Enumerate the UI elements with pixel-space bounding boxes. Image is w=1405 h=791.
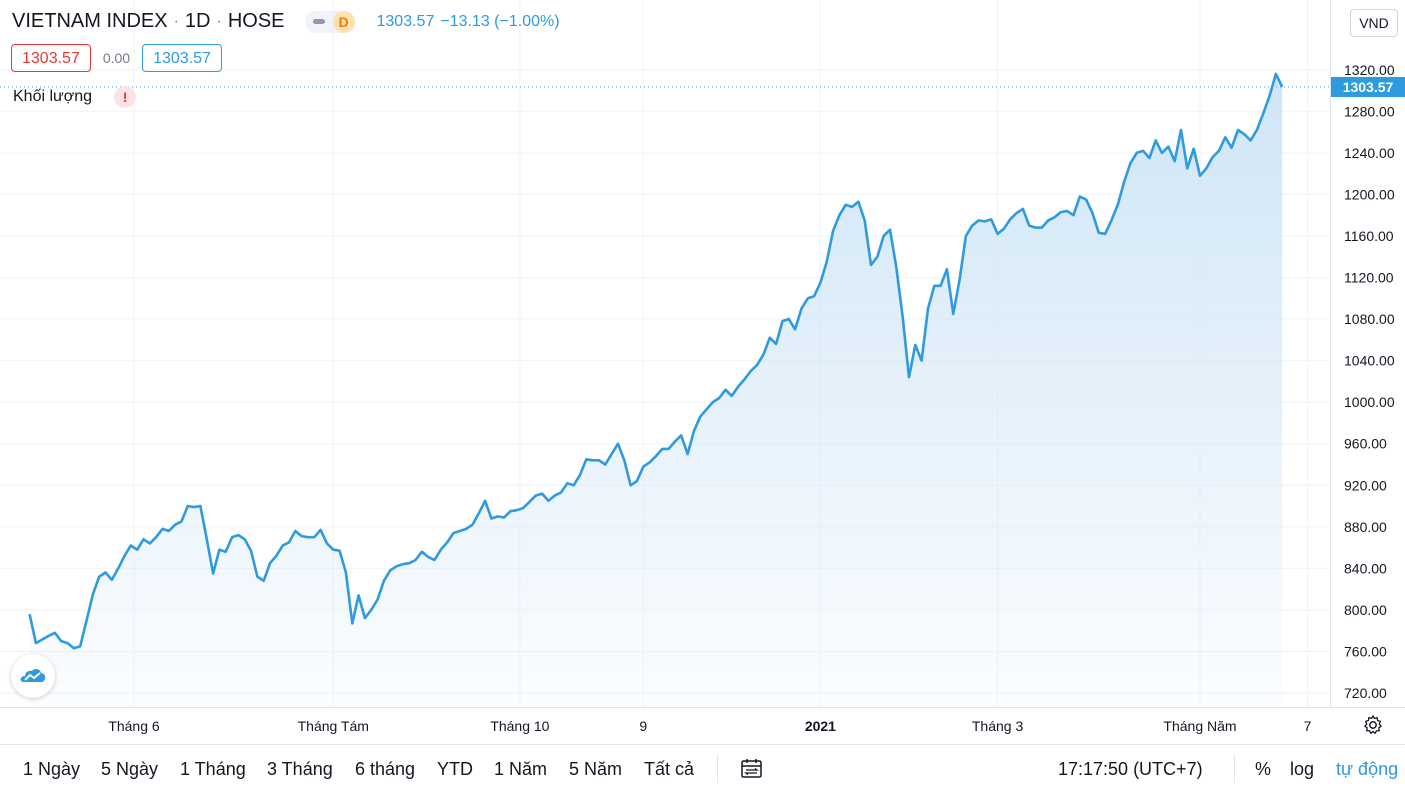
x-tick-label: 2021 bbox=[805, 718, 836, 734]
price-axis[interactable]: 720.00 760.00 800.00 840.00 880.00 920.00 960.… bbox=[1344, 62, 1395, 701]
y-tick-label: 1200.00 bbox=[1344, 186, 1395, 202]
last-price-label: 1303.57 bbox=[1331, 76, 1405, 97]
last-price: 1303.57 bbox=[376, 12, 435, 30]
delayed-badge: D bbox=[332, 10, 355, 33]
exchange-label: HOSE bbox=[227, 10, 285, 32]
interval-label[interactable]: 1D bbox=[184, 10, 211, 32]
range-1-month[interactable]: 1 Tháng bbox=[180, 759, 246, 779]
log-scale-toggle[interactable]: log bbox=[1290, 759, 1315, 779]
y-tick-label: 960.00 bbox=[1344, 436, 1387, 452]
x-tick-label: Tháng Tám bbox=[298, 718, 369, 734]
y-tick-label: 1160.00 bbox=[1344, 228, 1394, 244]
range-6-months[interactable]: 6 tháng bbox=[355, 759, 416, 779]
y-tick-label: 760.00 bbox=[1344, 643, 1387, 659]
gear-icon[interactable] bbox=[1362, 714, 1384, 736]
y-tick-label: 840.00 bbox=[1344, 560, 1387, 576]
warning-icon[interactable]: ! bbox=[114, 86, 137, 108]
sell-price-box[interactable]: 1303.57 bbox=[11, 44, 91, 72]
toolbar-divider bbox=[717, 755, 718, 783]
price-chart[interactable]: 720.00 760.00 800.00 840.00 880.00 920.00 960.… bbox=[0, 0, 1405, 744]
currency-button[interactable]: VND bbox=[1350, 9, 1398, 37]
volume-label: Khối lượng bbox=[13, 88, 93, 105]
market-status-badge[interactable]: D bbox=[304, 10, 355, 33]
current-time[interactable]: 17:17:50 (UTC+7) bbox=[1058, 759, 1203, 779]
x-tick-label: Tháng 3 bbox=[972, 718, 1024, 734]
time-axis[interactable]: Tháng 6 Tháng Tám Tháng 10 9 2021 Tháng 3 Thán… bbox=[108, 718, 1311, 734]
range-1-year[interactable]: 1 Năm bbox=[494, 759, 548, 779]
minus-icon bbox=[312, 19, 325, 24]
range-1-day[interactable]: 1 Ngày bbox=[23, 759, 81, 779]
y-tick-label: 880.00 bbox=[1344, 519, 1387, 535]
price-area-fill bbox=[29, 73, 1283, 707]
quote-values: 1303.57 0.00 1303.57 bbox=[11, 44, 222, 72]
bottom-toolbar: 1 Ngày 5 Ngày 1 Tháng 3 Tháng 6 tháng YT… bbox=[0, 744, 1405, 791]
auto-scale-toggle[interactable]: tự động bbox=[1336, 759, 1399, 779]
volume-indicator[interactable]: Khối lượng ! bbox=[13, 86, 137, 108]
price-change: −13.13 (−1.00%) bbox=[440, 12, 560, 30]
y-tick-label: 920.00 bbox=[1344, 477, 1387, 493]
range-5-days[interactable]: 5 Ngày bbox=[101, 759, 159, 779]
range-3-months[interactable]: 3 Tháng bbox=[267, 759, 333, 779]
x-tick-label: 9 bbox=[639, 718, 647, 734]
calendar-arrows-icon[interactable] bbox=[740, 758, 764, 780]
cloud-chart-icon[interactable] bbox=[11, 654, 55, 698]
symbol-name[interactable]: VIETNAM INDEX bbox=[12, 10, 168, 32]
x-tick-label: 7 bbox=[1304, 718, 1312, 734]
y-tick-label: 720.00 bbox=[1344, 685, 1387, 701]
y-tick-label: 800.00 bbox=[1344, 602, 1387, 618]
toolbar-divider bbox=[1234, 755, 1235, 783]
chart-header: VIETNAM INDEX · 1D · HOSE D 1303.57 −13.… bbox=[12, 10, 560, 33]
percent-scale-toggle[interactable]: % bbox=[1255, 759, 1272, 779]
range-5-years[interactable]: 5 Năm bbox=[569, 759, 623, 779]
y-tick-label: 1320.00 bbox=[1344, 62, 1395, 78]
y-tick-label: 1000.00 bbox=[1344, 394, 1395, 410]
y-tick-label: 1240.00 bbox=[1344, 145, 1395, 161]
y-tick-label: 1120.00 bbox=[1344, 270, 1394, 286]
spread-value: 0.00 bbox=[102, 50, 131, 66]
price-line bbox=[28, 72, 1284, 650]
header-separator: · bbox=[173, 12, 179, 30]
range-all[interactable]: Tất cả bbox=[644, 759, 695, 779]
x-tick-label: Tháng 6 bbox=[108, 718, 160, 734]
x-tick-label: Tháng 10 bbox=[490, 718, 549, 734]
x-tick-label: Tháng Năm bbox=[1163, 718, 1236, 734]
y-tick-label: 1080.00 bbox=[1344, 311, 1395, 327]
y-tick-label: 1040.00 bbox=[1344, 353, 1395, 369]
y-tick-label: 1280.00 bbox=[1344, 103, 1395, 119]
range-ytd[interactable]: YTD bbox=[437, 759, 473, 779]
buy-price-box[interactable]: 1303.57 bbox=[142, 44, 222, 72]
header-separator: · bbox=[216, 12, 222, 30]
